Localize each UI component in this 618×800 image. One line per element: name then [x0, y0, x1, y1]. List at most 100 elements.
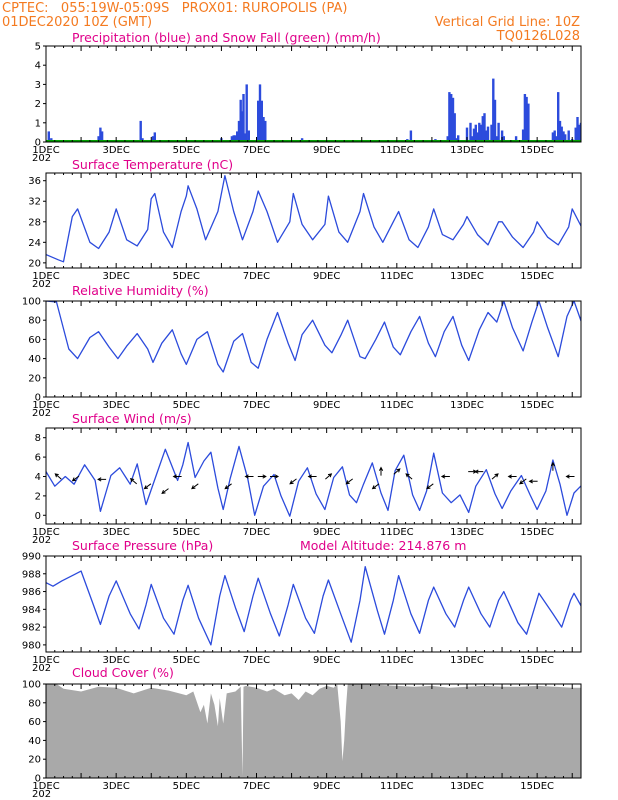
- precip-bar: [139, 120, 142, 142]
- pressure-x-tick-label: 7DEC: [243, 655, 270, 666]
- precip-bar: [486, 126, 490, 142]
- cloud-y-tick-label: 80: [28, 698, 41, 709]
- precip-bar: [553, 130, 556, 142]
- rh-x-tick-label: 13DEC: [450, 400, 484, 411]
- wind-series-line: [46, 441, 581, 517]
- temperature-panel: Surface Temperature (nC) 20 24 28 32 36 1DEC 3…: [28, 157, 582, 290]
- wind-x-tick-label: 3DEC: [102, 527, 129, 538]
- wind-x-tick-label: 11DEC: [380, 527, 414, 538]
- precip-bar: [258, 84, 262, 142]
- wind-arrow: [519, 478, 527, 485]
- rh-x-tick-label: 15DEC: [520, 400, 554, 411]
- precip-bar: [260, 100, 263, 142]
- temp-y-tick-label: 20: [28, 258, 41, 269]
- precip-bar: [527, 103, 530, 142]
- precip-bar: [574, 127, 577, 142]
- precip-bar: [264, 120, 267, 142]
- precip-bar: [525, 96, 528, 142]
- precip-y-tick-label: 2: [35, 99, 41, 110]
- precip-y-tick-label: 5: [35, 42, 41, 53]
- wind-x-tick-label: 7DEC: [243, 527, 270, 538]
- precip-bar: [493, 99, 497, 142]
- precip-x-tick-label: 3DEC: [102, 145, 129, 156]
- rh-frame: [45, 300, 582, 398]
- wind-arrow: [528, 479, 538, 484]
- pressure-y-tick-label: 990: [22, 552, 41, 563]
- precip-bar: [596, 136, 598, 142]
- precip-bar: [153, 132, 156, 142]
- header-grid-line: Vertical Grid Line: 10Z: [434, 15, 580, 30]
- cloud-x-tick-label: 9DEC: [313, 781, 340, 792]
- precip-bar: [465, 127, 469, 142]
- model-altitude: Model Altitude: 214.876 m: [300, 538, 466, 553]
- precip-bar: [478, 122, 481, 142]
- cloud-x-tick-label: 11DEC: [380, 781, 414, 792]
- temp-y-tick-label: 24: [28, 238, 41, 249]
- wind-arrow: [378, 466, 384, 476]
- cloud-y-tick-label: 40: [28, 736, 41, 747]
- wind-x-tick-label: 9DEC: [313, 527, 340, 538]
- precip-bar: [242, 94, 245, 142]
- precip-bar: [597, 139, 599, 142]
- precip-bar: [523, 94, 527, 142]
- pressure-year-label-cutoff: 202: [32, 663, 51, 674]
- precip-bar: [409, 130, 413, 142]
- precip-bar: [560, 126, 563, 142]
- rh-x-tick-label: 1DEC: [32, 400, 59, 411]
- cloud-x-tick-label: 3DEC: [102, 781, 129, 792]
- temp-x-tick-label: 1DEC: [32, 271, 59, 282]
- pressure-x-tick-label: 9DEC: [313, 655, 340, 666]
- precip-y-tick-label: 0: [35, 138, 41, 149]
- cloud-year-label-cutoff: 202: [32, 789, 51, 800]
- wind-arrow: [565, 474, 575, 479]
- wind-arrow: [491, 473, 499, 480]
- precip-bar: [562, 131, 565, 142]
- temp-x-tick-label: 9DEC: [313, 271, 340, 282]
- precip-bar: [239, 99, 242, 142]
- wind-y-tick-label: 0: [35, 511, 41, 522]
- wind-x-tick-label: 13DEC: [450, 527, 484, 538]
- humidity-panel: Relative Humidity (%) 0 20 40 60 80 100 1DEC 3D…: [22, 283, 582, 419]
- wind-arrow: [325, 473, 333, 480]
- temp-x-tick-label: 3DEC: [102, 271, 129, 282]
- precipitation-panel: Precipitation (blue) and Snow Fall (gree…: [32, 30, 599, 164]
- rh-x-tick-label: 5DEC: [173, 400, 200, 411]
- precip-bar: [514, 136, 518, 142]
- rh-x-tick-label: 11DEC: [380, 400, 414, 411]
- precip-bar: [576, 117, 579, 142]
- rh-y-tick-label: 40: [28, 354, 41, 365]
- rh-y-tick-label: 80: [28, 316, 41, 327]
- wind-y-tick-label: 2: [35, 491, 41, 502]
- temp-x-tick-label: 13DEC: [450, 271, 484, 282]
- wind-panel: Surface Wind (m/s) 0 2 4 6 8 1DEC 3DEC 5DEC 7DEC…: [32, 411, 582, 546]
- cloud-frame: [45, 683, 582, 779]
- rh-x-tick-label: 3DEC: [102, 400, 129, 411]
- precip-bar: [151, 136, 155, 142]
- precip-x-tick-label: 13DEC: [450, 145, 484, 156]
- precip-data: [46, 78, 599, 142]
- pressure-y-tick-label: 984: [22, 605, 41, 616]
- precip-y-tick-label: 3: [35, 80, 41, 91]
- cloud-y-tick-label: 0: [35, 774, 41, 785]
- rh-y-tick-label: 20: [28, 373, 41, 384]
- wind-arrow: [289, 478, 297, 485]
- wind-arrow: [440, 474, 450, 479]
- wind-arrow: [143, 483, 152, 490]
- wind-arrow: [507, 474, 517, 479]
- precip-x-tick-label: 1DEC: [32, 145, 59, 156]
- precip-bar: [476, 132, 479, 142]
- precip-bar: [490, 124, 493, 142]
- precip-bar: [232, 135, 235, 142]
- precipitation-title: Precipitation (blue) and Snow Fall (gree…: [72, 30, 381, 45]
- precip-bar: [245, 84, 248, 142]
- pressure-x-tick-label: 5DEC: [173, 655, 200, 666]
- precip-bar: [582, 119, 584, 142]
- precip-bar: [558, 120, 562, 142]
- wind-x-tick-label: 1DEC: [32, 527, 59, 538]
- precip-bar: [472, 128, 476, 142]
- precip-bar: [594, 136, 596, 142]
- precip-bar: [485, 130, 488, 142]
- wind-arrow: [97, 477, 107, 482]
- precip-bar: [521, 129, 525, 142]
- temp-x-tick-label: 5DEC: [173, 271, 200, 282]
